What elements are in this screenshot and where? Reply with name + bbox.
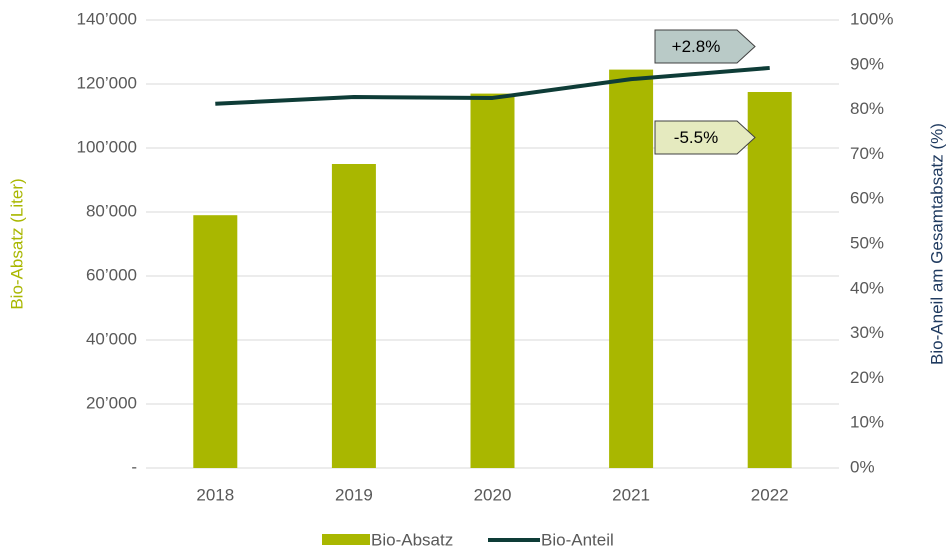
annotation-text: +2.8% [672, 37, 721, 56]
y2-tick-label: 80% [850, 99, 884, 118]
line [215, 65, 770, 106]
x-tick-label: 2020 [474, 485, 512, 504]
annotation-box [654, 29, 756, 64]
x-tick-label: 2018 [196, 485, 234, 504]
y-tick-label: 80’000 [86, 201, 137, 220]
y2-tick-label: 0% [850, 457, 875, 476]
annotation-text: -5.5% [674, 128, 718, 147]
y2-tick-label: 70% [850, 144, 884, 163]
y2-tick-label: 100% [850, 9, 893, 28]
bar [609, 69, 654, 468]
bar [470, 93, 515, 468]
y-tick-label: 40’000 [86, 329, 137, 348]
y-tick-label: 100’000 [76, 137, 137, 156]
bar [331, 164, 376, 468]
y2-tick-label: 90% [850, 54, 884, 73]
x-tick-label: 2021 [612, 485, 650, 504]
annotation-box [654, 120, 756, 155]
legend-swatch [322, 534, 370, 545]
y-tick-label: 120’000 [76, 73, 137, 92]
y2-tick-label: 50% [850, 233, 884, 252]
x-tick-label: 2022 [751, 485, 789, 504]
y2-axis-title: Bio-Aneil am Gesamtabsatz (%) [927, 123, 946, 365]
y-axis-title: Bio-Absatz (Liter) [7, 178, 26, 309]
y2-tick-label: 30% [850, 323, 884, 342]
legend-label: Bio-Anteil [541, 530, 614, 549]
y2-tick-label: 40% [850, 278, 884, 297]
y-tick-label: 140’000 [76, 9, 137, 28]
x-tick-label: 2019 [335, 485, 373, 504]
y-tick-label: 60’000 [86, 265, 137, 284]
legend-label: Bio-Absatz [371, 530, 453, 549]
y-tick-label: 20’000 [86, 393, 137, 412]
bar [747, 92, 792, 468]
y2-tick-label: 20% [850, 368, 884, 387]
y-tick-label: - [131, 457, 137, 476]
y2-tick-label: 60% [850, 189, 884, 208]
bar [193, 215, 238, 468]
y2-tick-label: 10% [850, 413, 884, 432]
